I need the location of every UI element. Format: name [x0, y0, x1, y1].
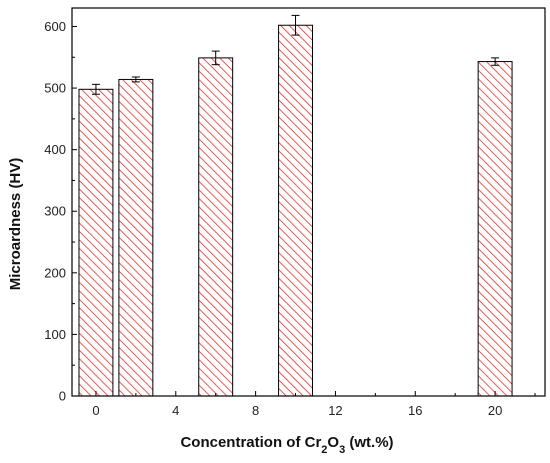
x-axis-title-main: Concentration of Cr [180, 434, 321, 451]
x-axis-title-tail: (wt.%) [345, 434, 393, 451]
y-tick-label-200: 200 [44, 265, 66, 280]
x-tick-label-12: 12 [328, 403, 342, 418]
x-axis-title-sub1: 2 [321, 444, 327, 456]
bar-20 [477, 61, 513, 397]
bar-6 [198, 57, 234, 397]
x-axis-title-mid: O [327, 434, 339, 451]
x-axis-title: Concentration of Cr2O3 (wt.%) [180, 434, 393, 456]
y-axis-title: Microardness (HV) [7, 158, 24, 291]
ticks-group: 0 100 200 300 400 500 600 0 4 8 12 16 20 [44, 19, 536, 418]
y-tick-label-600: 600 [44, 19, 66, 34]
axes-group [71, 7, 546, 397]
y-tick-label-400: 400 [44, 142, 66, 157]
plot-frame [71, 7, 546, 397]
x-tick-label-4: 4 [172, 403, 179, 418]
bars-group [78, 24, 513, 397]
x-tick-label-0: 0 [92, 403, 99, 418]
bar-0 [78, 88, 114, 397]
bar-10 [278, 24, 313, 397]
y-tick-label-0: 0 [59, 389, 66, 404]
x-axis-title-sub2: 3 [339, 444, 345, 456]
x-tick-label-16: 16 [408, 403, 422, 418]
error-bars-group [91, 14, 500, 95]
x-tick-label-20: 20 [488, 403, 502, 418]
y-tick-label-500: 500 [44, 81, 66, 96]
bar-2 [118, 78, 154, 397]
y-tick-label-300: 300 [44, 204, 66, 219]
y-tick-label-100: 100 [44, 327, 66, 342]
x-tick-label-8: 8 [252, 403, 259, 418]
